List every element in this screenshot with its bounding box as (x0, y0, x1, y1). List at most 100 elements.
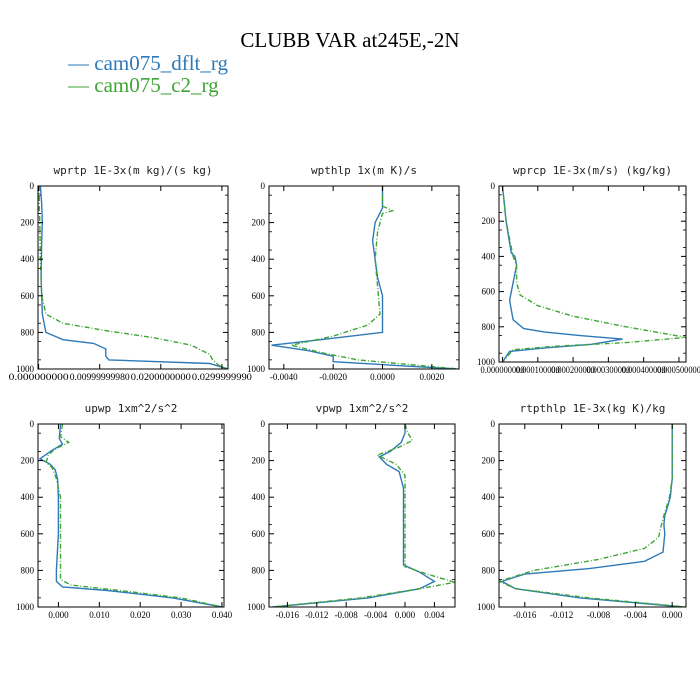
x-tick-label: 0.000500000 (657, 365, 700, 375)
legend-line-c2: — (68, 73, 89, 97)
series-line-dflt (501, 186, 623, 362)
series-line-dflt (272, 424, 436, 607)
x-tick-label: 0.004 (424, 610, 445, 620)
chart-panel-1: wprtp 1E-3x(m kg)/(s kg) 0 200 400 600 800 100… (9, 164, 253, 382)
y-tick-label: 400 (21, 254, 35, 264)
plot-frame (268, 185, 460, 370)
y-tick-label: 600 (252, 291, 266, 301)
y-tick-label: 600 (21, 291, 35, 301)
y-tick-label: 0 (261, 419, 266, 429)
panel-title: wprtp 1E-3x(m kg)/(s kg) (54, 164, 213, 177)
series-line-c2 (501, 186, 686, 362)
y-tick-label: 0 (30, 181, 35, 191)
x-tick-label: 0.0299999990 (192, 372, 253, 382)
plot-frame (37, 423, 225, 608)
plot-frame (498, 185, 687, 363)
series-line-c2 (499, 424, 686, 607)
panel-title: wprcp 1E-3x(m/s) (kg/kg) (513, 164, 672, 177)
panel-title: wpthlp 1x(m K)/s (311, 164, 417, 177)
y-tick-label: 600 (21, 529, 35, 539)
y-tick-label: 1000 (477, 357, 496, 367)
chart-panel-4: upwp 1xm^2/s^2 0 200 400 600 800 1000 0.000 0.01… (16, 402, 233, 620)
series-line-dflt (499, 424, 684, 607)
x-tick-label: 0.000000000 (481, 365, 525, 375)
chart-panel-2: wpthlp 1x(m K)/s 0 200 400 600 800 1000 -0.0040… (247, 164, 460, 382)
x-tick-label: 0.000100000 (516, 365, 560, 375)
x-tick-label: 0.040 (212, 610, 233, 620)
series-line-dflt (38, 424, 223, 607)
y-tick-label: 200 (21, 218, 35, 228)
x-tick-label: -0.004 (364, 610, 388, 620)
series-line-c2 (38, 186, 228, 369)
x-tick-label: 0.010 (89, 610, 110, 620)
figure-title: CLUBB VAR at245E,-2N (240, 28, 460, 52)
x-tick-label: 0.000 (48, 610, 69, 620)
chart-panel-6: rtpthlp 1E-3x(kg K)/kg 0 200 400 600 800 1000 -… (477, 402, 687, 620)
x-tick-label: -0.012 (305, 610, 328, 620)
legend-line-dflt: — (68, 51, 89, 75)
plot-frame (268, 423, 456, 608)
legend-label-dflt: cam075_dflt_rg (94, 51, 229, 75)
y-tick-label: 0 (261, 181, 266, 191)
y-tick-label: 400 (252, 254, 266, 264)
x-tick-label: -0.008 (587, 610, 611, 620)
y-tick-label: 800 (21, 565, 35, 575)
series-line-c2 (291, 186, 459, 369)
x-tick-label: -0.012 (550, 610, 573, 620)
y-tick-label: 0 (491, 181, 496, 191)
y-tick-label: 800 (252, 327, 266, 337)
panel-title: vpwp 1xm^2/s^2 (316, 402, 409, 415)
x-tick-label: -0.016 (276, 610, 300, 620)
series-line-dflt (39, 186, 228, 369)
y-tick-label: 800 (482, 322, 496, 332)
chart-panel-3: wprcp 1E-3x(m/s) (kg/kg) 0 200 400 600 800 100… (477, 164, 700, 375)
x-tick-label: -0.0020 (319, 372, 347, 382)
x-tick-label: 0.0000 (370, 372, 395, 382)
x-tick-label: -0.0040 (270, 372, 298, 382)
y-tick-label: 400 (252, 492, 266, 502)
y-tick-label: 200 (252, 456, 266, 466)
y-tick-label: 800 (21, 327, 35, 337)
x-tick-label: 0.000400000 (622, 365, 666, 375)
y-tick-label: 1000 (477, 602, 496, 612)
legend-entry-c2: — cam075_c2_rg (68, 74, 228, 96)
y-tick-label: 600 (252, 529, 266, 539)
x-tick-label: -0.008 (335, 610, 359, 620)
x-tick-label: -0.004 (624, 610, 648, 620)
y-tick-label: 0 (491, 419, 496, 429)
x-tick-label: 0.00999999980 (70, 372, 131, 382)
x-tick-label: 0.000 (395, 610, 416, 620)
x-tick-label: 0.020 (130, 610, 151, 620)
series-line-dflt (271, 186, 457, 369)
x-tick-label: 0.0200000000 (131, 372, 192, 382)
y-tick-label: 600 (482, 529, 496, 539)
x-tick-label: 0.000000000 (9, 372, 70, 382)
legend-label-c2: cam075_c2_rg (94, 73, 219, 97)
y-tick-label: 200 (21, 456, 35, 466)
legend-entry-dflt: — cam075_dflt_rg (68, 52, 228, 74)
legend: — cam075_dflt_rg — cam075_c2_rg (68, 52, 228, 96)
x-tick-label: 0.000200000 (551, 365, 595, 375)
panel-title: rtpthlp 1E-3x(kg K)/kg (520, 402, 666, 415)
y-tick-label: 800 (252, 565, 266, 575)
x-tick-label: 0.000300000 (586, 365, 630, 375)
y-tick-label: 400 (21, 492, 35, 502)
y-tick-label: 600 (482, 287, 496, 297)
y-tick-label: 800 (482, 565, 496, 575)
panel-title: upwp 1xm^2/s^2 (85, 402, 178, 415)
y-tick-label: 200 (482, 456, 496, 466)
y-tick-label: 0 (30, 419, 35, 429)
y-tick-label: 400 (482, 492, 496, 502)
x-tick-label: 0.0020 (419, 372, 444, 382)
plot-frame (498, 423, 687, 608)
y-tick-label: 400 (482, 251, 496, 261)
y-tick-label: 1000 (16, 364, 35, 374)
y-tick-label: 1000 (16, 602, 35, 612)
plot-frame (37, 185, 229, 370)
y-tick-label: 200 (252, 218, 266, 228)
series-line-c2 (45, 424, 223, 607)
y-tick-label: 1000 (247, 364, 266, 374)
series-line-c2 (272, 424, 455, 607)
y-tick-label: 1000 (247, 602, 266, 612)
